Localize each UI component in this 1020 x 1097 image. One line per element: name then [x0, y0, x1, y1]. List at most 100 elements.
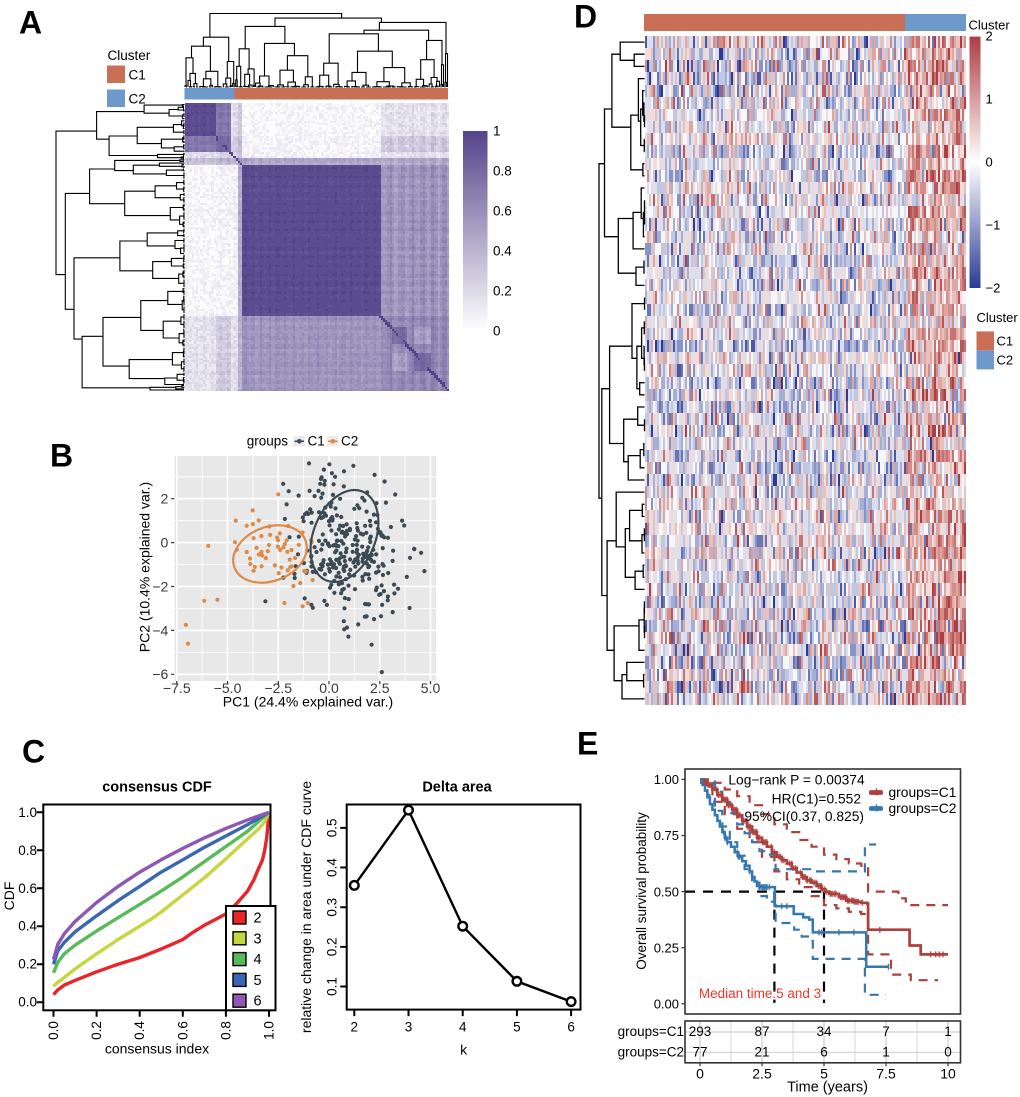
- svg-text:0.4: 0.4: [132, 1021, 147, 1040]
- svg-text:1: 1: [986, 92, 993, 107]
- svg-text:0.8: 0.8: [18, 843, 37, 858]
- svg-text:0.2: 0.2: [18, 957, 37, 972]
- svg-text:2: 2: [351, 1020, 359, 1035]
- svg-text:−2: −2: [986, 280, 1001, 295]
- svg-text:1.00: 1.00: [654, 772, 679, 787]
- svg-text:C2: C2: [997, 353, 1014, 368]
- svg-text:−1: −1: [986, 217, 1001, 232]
- svg-text:0.6: 0.6: [493, 204, 512, 219]
- svg-text:0.4: 0.4: [493, 244, 512, 259]
- svg-text:Cluster: Cluster: [108, 48, 151, 63]
- svg-text:0.3: 0.3: [325, 898, 340, 917]
- svg-text:3: 3: [405, 1020, 413, 1035]
- svg-text:1: 1: [882, 1044, 890, 1059]
- svg-text:groups=C1: groups=C1: [618, 1024, 684, 1039]
- svg-text:0: 0: [161, 535, 169, 551]
- svg-text:0.2: 0.2: [493, 284, 512, 299]
- svg-text:0.6: 0.6: [175, 1021, 190, 1040]
- svg-text:HR(C1)=0.552: HR(C1)=0.552: [772, 791, 861, 806]
- svg-text:E: E: [577, 726, 598, 762]
- svg-text:C1: C1: [997, 334, 1014, 349]
- svg-text:Cluster: Cluster: [977, 310, 1019, 325]
- svg-text:groups=C2: groups=C2: [618, 1044, 684, 1059]
- svg-text:1: 1: [944, 1024, 952, 1039]
- svg-text:groups=C1: groups=C1: [889, 785, 957, 800]
- svg-text:6: 6: [820, 1044, 828, 1059]
- svg-text:34: 34: [816, 1024, 832, 1039]
- svg-text:groups: groups: [247, 434, 289, 449]
- svg-text:0.0: 0.0: [46, 1021, 61, 1040]
- svg-text:1: 1: [493, 124, 501, 139]
- svg-text:95%CI(0.37, 0.825): 95%CI(0.37, 0.825): [744, 809, 864, 824]
- svg-text:PC2 (10.4% explained var.): PC2 (10.4% explained var.): [137, 482, 153, 652]
- svg-text:Delta area: Delta area: [422, 780, 492, 796]
- svg-text:0.4: 0.4: [18, 919, 37, 934]
- svg-text:2.5: 2.5: [752, 1066, 772, 1082]
- svg-text:consensus CDF: consensus CDF: [102, 780, 212, 796]
- svg-text:−2.5: −2.5: [264, 680, 292, 696]
- svg-text:0: 0: [986, 155, 993, 170]
- svg-text:−7.5: −7.5: [163, 680, 191, 696]
- svg-text:k: k: [460, 1042, 468, 1058]
- svg-text:2: 2: [161, 491, 169, 507]
- svg-text:6: 6: [567, 1020, 575, 1035]
- svg-text:0.0: 0.0: [18, 995, 37, 1010]
- svg-text:−2: −2: [152, 578, 168, 594]
- svg-text:7: 7: [882, 1024, 890, 1039]
- svg-text:−4: −4: [152, 622, 168, 638]
- svg-text:C1: C1: [129, 68, 146, 83]
- svg-text:Median time:5 and 3: Median time:5 and 3: [699, 986, 821, 1001]
- svg-text:3: 3: [254, 931, 262, 947]
- svg-text:0.2: 0.2: [325, 937, 340, 956]
- svg-text:1.0: 1.0: [262, 1021, 277, 1040]
- svg-text:0.75: 0.75: [654, 828, 679, 843]
- svg-text:−5.0: −5.0: [214, 680, 242, 696]
- svg-text:C2: C2: [129, 92, 146, 107]
- svg-text:groups=C2: groups=C2: [889, 801, 957, 816]
- svg-text:D: D: [574, 0, 597, 35]
- svg-text:5: 5: [513, 1020, 521, 1035]
- svg-text:−6: −6: [152, 666, 168, 682]
- svg-text:0.5: 0.5: [325, 819, 340, 838]
- svg-text:87: 87: [754, 1024, 769, 1039]
- svg-text:0: 0: [944, 1044, 952, 1059]
- svg-text:C1: C1: [308, 434, 325, 449]
- svg-text:C: C: [22, 734, 45, 770]
- svg-text:0.50: 0.50: [654, 884, 679, 899]
- svg-text:0: 0: [493, 324, 501, 339]
- svg-text:C2: C2: [341, 434, 358, 449]
- svg-text:2: 2: [986, 29, 993, 44]
- svg-text:0.2: 0.2: [89, 1021, 104, 1040]
- svg-text:5.0: 5.0: [421, 680, 441, 696]
- svg-text:0.8: 0.8: [218, 1021, 233, 1040]
- svg-text:Time (years): Time (years): [787, 1080, 868, 1096]
- svg-text:293: 293: [689, 1024, 712, 1039]
- svg-text:Log−rank P = 0.00374: Log−rank P = 0.00374: [728, 773, 865, 788]
- svg-text:21: 21: [754, 1044, 769, 1059]
- svg-text:relative change in area under: relative change in area under CDF curve: [298, 781, 314, 1033]
- svg-text:1.0: 1.0: [18, 805, 37, 820]
- svg-text:0: 0: [696, 1066, 704, 1082]
- svg-text:4: 4: [254, 952, 262, 968]
- svg-text:Overall survival probability: Overall survival probability: [634, 812, 649, 970]
- svg-text:PC1 (24.4% explained var.): PC1 (24.4% explained var.): [223, 694, 393, 710]
- svg-text:6: 6: [254, 994, 262, 1010]
- svg-text:4: 4: [459, 1020, 467, 1035]
- svg-text:10: 10: [940, 1066, 956, 1082]
- svg-text:0.0: 0.0: [319, 680, 339, 696]
- svg-text:0.6: 0.6: [18, 881, 37, 896]
- svg-text:77: 77: [692, 1044, 707, 1059]
- svg-text:0.8: 0.8: [493, 164, 512, 179]
- svg-text:Cluster: Cluster: [969, 18, 1011, 33]
- svg-text:5: 5: [254, 973, 262, 989]
- svg-text:A: A: [19, 5, 42, 41]
- svg-text:consensus index: consensus index: [105, 1041, 209, 1057]
- svg-text:CDF: CDF: [1, 882, 17, 911]
- svg-text:2.5: 2.5: [370, 680, 390, 696]
- svg-text:0.1: 0.1: [325, 977, 340, 996]
- svg-text:B: B: [50, 438, 73, 474]
- svg-text:2: 2: [254, 911, 262, 927]
- svg-text:7.5: 7.5: [876, 1066, 896, 1082]
- svg-text:5: 5: [820, 1066, 828, 1082]
- svg-text:0.00: 0.00: [654, 997, 679, 1012]
